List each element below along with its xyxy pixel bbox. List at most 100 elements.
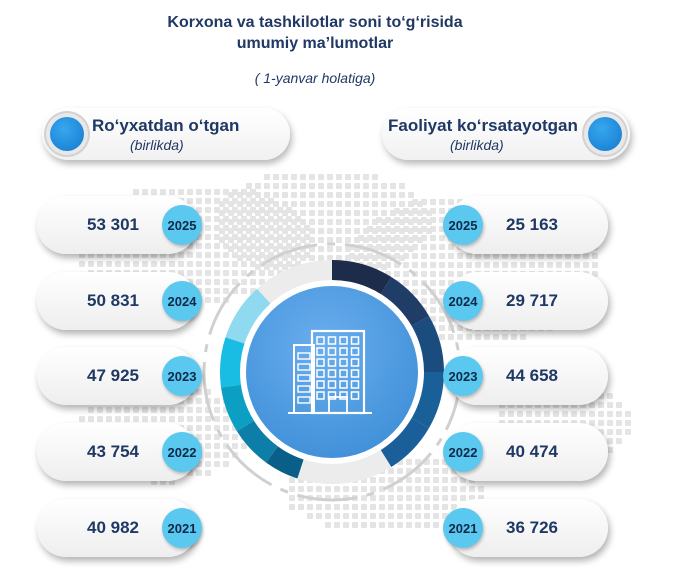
- map-dot: [196, 407, 202, 413]
- map-dot: [439, 316, 445, 322]
- map-dot: [264, 228, 270, 234]
- map-dot: [133, 416, 139, 422]
- map-dot: [316, 504, 322, 510]
- right-value-2025: 25 163: [506, 215, 558, 234]
- map-dot: [370, 495, 376, 501]
- map-dot: [442, 504, 448, 510]
- map-dot: [214, 461, 220, 467]
- map-dot: [160, 261, 166, 267]
- map-dot: [151, 189, 157, 195]
- map-dot: [223, 279, 229, 285]
- right-header-title: Faoliyat ko‘rsatayotgan: [388, 116, 578, 135]
- map-dot: [223, 270, 229, 276]
- map-dot: [424, 495, 430, 501]
- map-dot: [385, 235, 391, 241]
- map-dot: [379, 477, 385, 483]
- map-dot: [433, 459, 439, 465]
- map-dot: [484, 334, 490, 340]
- map-dot: [124, 416, 130, 422]
- map-dot: [556, 253, 562, 259]
- map-dot: [433, 504, 439, 510]
- map-dot: [607, 411, 613, 417]
- left-row-2024: 50 831: [37, 272, 197, 330]
- map-dot: [385, 244, 391, 250]
- map-dot: [394, 235, 400, 241]
- map-dot: [282, 219, 288, 225]
- map-dot: [178, 189, 184, 195]
- map-dot: [376, 262, 382, 268]
- map-dot: [318, 210, 324, 216]
- map-dot: [589, 402, 595, 408]
- map-dot: [325, 513, 331, 519]
- map-dot: [336, 183, 342, 189]
- map-dot: [394, 271, 400, 277]
- map-dot: [394, 208, 400, 214]
- map-dot: [406, 459, 412, 465]
- map-dot: [616, 429, 622, 435]
- map-dot: [412, 235, 418, 241]
- map-dot: [354, 192, 360, 198]
- map-dot: [318, 183, 324, 189]
- map-dot: [327, 174, 333, 180]
- map-dot: [520, 253, 526, 259]
- map-dot: [403, 244, 409, 250]
- map-dot: [406, 504, 412, 510]
- map-dot: [282, 174, 288, 180]
- map-dot: [196, 398, 202, 404]
- map-dot: [205, 252, 211, 258]
- map-dot: [439, 253, 445, 259]
- map-dot: [291, 192, 297, 198]
- map-dot: [282, 192, 288, 198]
- map-dot: [343, 504, 349, 510]
- map-dot: [309, 183, 315, 189]
- map-dot: [502, 334, 508, 340]
- right-year-badge-2025: 2025: [443, 205, 483, 245]
- map-dot: [397, 513, 403, 519]
- map-dot: [616, 402, 622, 408]
- map-dot: [273, 228, 279, 234]
- map-dot: [352, 522, 358, 528]
- map-dot: [241, 270, 247, 276]
- map-dot: [415, 522, 421, 528]
- map-dot: [187, 198, 193, 204]
- map-dot: [529, 253, 535, 259]
- map-dot: [228, 228, 234, 234]
- map-dot: [327, 237, 333, 243]
- map-dot: [430, 208, 436, 214]
- map-dot: [451, 486, 457, 492]
- map-dot: [214, 434, 220, 440]
- map-dot: [421, 262, 427, 268]
- map-dot: [589, 411, 595, 417]
- map-dot: [282, 228, 288, 234]
- map-dot: [255, 183, 261, 189]
- map-dot: [273, 183, 279, 189]
- center-circle: [246, 286, 418, 458]
- map-dot: [205, 270, 211, 276]
- left-value-2025: 53 301: [87, 215, 139, 234]
- map-dot: [372, 201, 378, 207]
- map-dot: [282, 264, 288, 270]
- map-dot: [448, 244, 454, 250]
- map-dot: [223, 416, 229, 422]
- map-dot: [399, 192, 405, 198]
- map-dot: [268, 270, 274, 276]
- map-dot: [421, 208, 427, 214]
- left-value-2021: 40 982: [87, 518, 139, 537]
- map-dot: [372, 192, 378, 198]
- map-dot: [318, 219, 324, 225]
- right-value-2023: 44 658: [506, 366, 558, 385]
- map-dot: [598, 402, 604, 408]
- map-dot: [424, 477, 430, 483]
- map-dot: [196, 425, 202, 431]
- map-dot: [460, 495, 466, 501]
- map-dot: [370, 522, 376, 528]
- map-dot: [187, 270, 193, 276]
- map-dot: [142, 189, 148, 195]
- map-dot: [406, 486, 412, 492]
- map-dot: [264, 192, 270, 198]
- map-dot: [300, 219, 306, 225]
- map-dot: [196, 189, 202, 195]
- map-dot: [142, 416, 148, 422]
- right-header-dot-icon: [588, 117, 622, 151]
- map-dot: [372, 174, 378, 180]
